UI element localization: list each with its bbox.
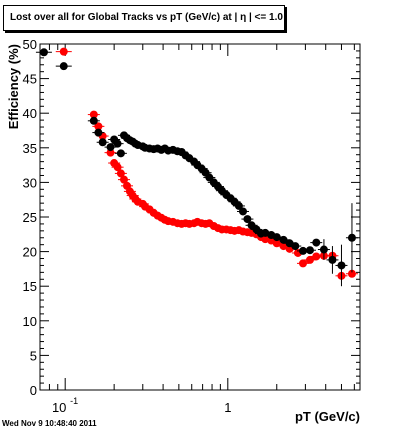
- plot-border: [39, 43, 361, 391]
- data-point: [299, 259, 308, 268]
- data-point: [89, 116, 98, 125]
- extra-point: [39, 48, 48, 57]
- data-point: [243, 215, 252, 224]
- data-point: [347, 233, 356, 242]
- data-point: [272, 239, 281, 248]
- data-point: [94, 128, 103, 137]
- data-point: [299, 246, 308, 255]
- y-axis-ticks: 0 5 10 15 20 25 30 35 40 45 50: [23, 37, 360, 398]
- data-point: [113, 139, 122, 148]
- y-tick-label: 45: [23, 72, 37, 87]
- data-point: [238, 207, 247, 216]
- data-point: [272, 233, 281, 242]
- data-point: [106, 148, 115, 157]
- y-axis-label: Efficiency (%): [6, 44, 21, 129]
- y-tick-label: 0: [30, 383, 37, 398]
- data-point: [89, 110, 98, 119]
- extra-point: [59, 62, 68, 71]
- timestamp: Wed Nov 9 10:48:40 2011: [2, 419, 97, 428]
- data-point: [94, 122, 103, 131]
- data-point: [279, 242, 288, 251]
- chart-title-box: Lost over all for Global Tracks vs pT (G…: [3, 5, 285, 31]
- x-axis-label: pT (GeV/c): [295, 409, 360, 424]
- data-point: [305, 246, 314, 255]
- data-point: [261, 235, 270, 244]
- data-point: [291, 242, 300, 251]
- y-tick-label: 20: [23, 245, 37, 260]
- x-axis-ticks: 10 -1 1: [39, 44, 355, 415]
- y-tick-label: 10: [23, 314, 37, 329]
- x-tick-exponent: -1: [70, 396, 78, 406]
- y-tick-label: 15: [23, 279, 37, 294]
- data-point: [98, 138, 107, 147]
- data-point: [312, 252, 321, 261]
- data-point: [319, 245, 328, 254]
- y-tick-label: 40: [23, 106, 37, 121]
- data-points: [35, 47, 358, 287]
- data-point: [312, 238, 321, 247]
- y-tick-label: 50: [23, 37, 37, 52]
- data-point: [116, 149, 125, 158]
- data-point: [234, 201, 243, 210]
- x-tick-label: 10: [52, 400, 66, 415]
- chart-title: Lost over all for Global Tracks vs pT (G…: [10, 12, 283, 23]
- y-tick-label: 30: [23, 175, 37, 190]
- x-tick-label: 1: [224, 400, 231, 415]
- data-point: [106, 143, 115, 152]
- data-point: [113, 163, 122, 172]
- data-point: [347, 269, 356, 278]
- y-tick-label: 25: [23, 210, 37, 225]
- series-1: [87, 116, 358, 287]
- data-point: [337, 261, 346, 270]
- extra-point: [59, 47, 68, 56]
- y-tick-label: 5: [30, 348, 37, 363]
- data-point: [328, 255, 337, 264]
- plot-frame: [39, 43, 361, 391]
- data-point: [305, 255, 314, 264]
- data-point: [120, 175, 129, 184]
- y-tick-label: 35: [23, 141, 37, 156]
- data-point: [279, 235, 288, 244]
- data-point: [116, 169, 125, 178]
